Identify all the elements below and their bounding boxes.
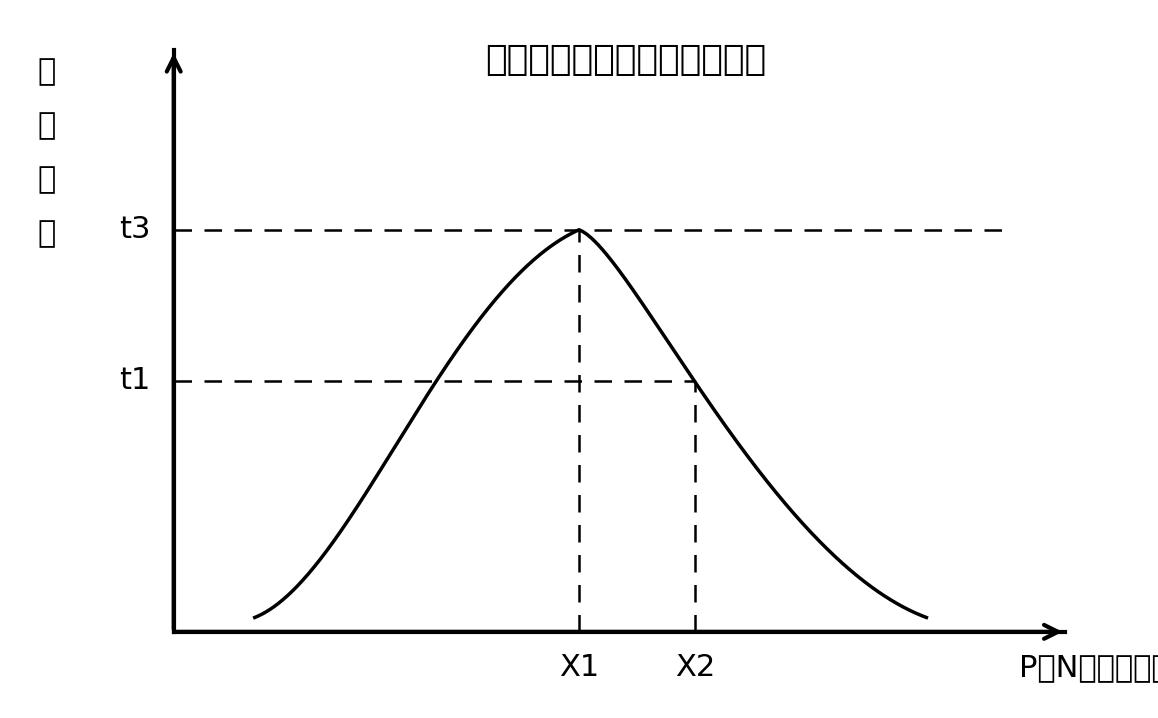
Text: X1: X1: [559, 653, 599, 682]
Text: t1: t1: [119, 366, 151, 395]
Text: P（N）柱载流子浓度: P（N）柱载流子浓度: [1019, 653, 1158, 682]
Text: 穿: 穿: [37, 111, 56, 140]
Text: 压: 压: [37, 219, 56, 248]
Text: 有源区和终端区击穿电压分布: 有源区和终端区击穿电压分布: [485, 43, 765, 77]
Text: t3: t3: [119, 215, 151, 244]
Text: 电: 电: [37, 165, 56, 194]
Text: X2: X2: [675, 653, 714, 682]
Text: 击: 击: [37, 57, 56, 86]
